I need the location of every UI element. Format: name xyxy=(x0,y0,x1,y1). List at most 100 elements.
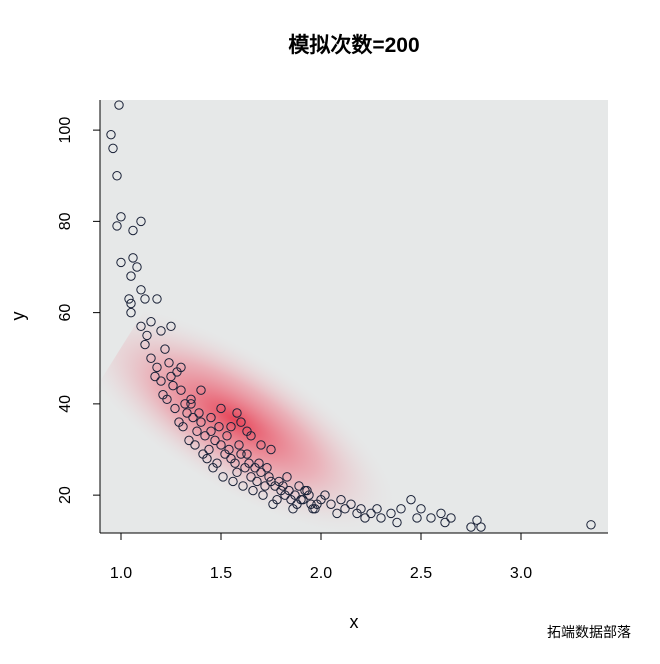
point xyxy=(416,504,426,514)
point xyxy=(304,490,314,500)
y-tick-label: 40 xyxy=(57,395,74,413)
point xyxy=(294,481,304,491)
y-tick-label: 20 xyxy=(57,486,74,504)
point xyxy=(152,294,162,304)
point xyxy=(242,426,252,436)
point xyxy=(228,476,238,487)
point xyxy=(190,440,200,450)
point xyxy=(116,257,126,268)
point xyxy=(586,520,596,530)
point xyxy=(222,431,232,441)
point xyxy=(476,522,486,532)
point xyxy=(136,321,146,332)
point xyxy=(146,317,156,327)
point xyxy=(440,517,450,528)
point xyxy=(396,504,406,514)
point xyxy=(264,472,274,482)
point xyxy=(266,444,276,455)
point xyxy=(180,399,190,409)
point xyxy=(204,444,214,455)
point xyxy=(166,371,176,382)
point xyxy=(214,421,224,432)
x-axis-label: x xyxy=(350,612,359,632)
point xyxy=(176,362,186,373)
point xyxy=(126,298,136,309)
point xyxy=(186,394,196,405)
point xyxy=(262,463,272,473)
point xyxy=(236,449,246,459)
y-tick-label: 100 xyxy=(57,117,74,144)
point xyxy=(340,504,350,514)
point xyxy=(112,171,122,181)
point xyxy=(136,216,146,227)
density-field xyxy=(69,303,401,537)
point xyxy=(206,426,216,436)
points xyxy=(106,100,596,532)
point xyxy=(466,522,476,532)
point xyxy=(436,508,446,519)
y-tick-label: 60 xyxy=(57,304,74,322)
point xyxy=(248,485,258,496)
point xyxy=(392,517,402,528)
chart-title: 模拟次数=200 xyxy=(288,33,419,57)
point xyxy=(150,371,160,382)
point xyxy=(260,481,270,491)
point xyxy=(128,253,138,263)
point xyxy=(298,494,308,505)
x-tick-label: 3.0 xyxy=(510,565,532,582)
point xyxy=(194,408,204,418)
point xyxy=(206,412,216,423)
point xyxy=(426,513,436,523)
point xyxy=(140,339,150,350)
point xyxy=(238,481,248,491)
point xyxy=(326,499,336,509)
point xyxy=(244,458,254,468)
y-tick-label: 80 xyxy=(57,212,74,230)
x-tick-label: 2.0 xyxy=(310,565,332,582)
point xyxy=(332,508,342,519)
point xyxy=(356,504,366,514)
point xyxy=(106,129,116,140)
point xyxy=(288,504,298,514)
point xyxy=(152,362,162,373)
point xyxy=(230,458,240,468)
point xyxy=(124,294,134,304)
x-tick-label: 1.0 xyxy=(110,565,132,582)
y-axis-label: y xyxy=(8,312,28,321)
point xyxy=(140,294,150,304)
point xyxy=(320,490,330,500)
point xyxy=(376,513,386,523)
point xyxy=(386,508,396,519)
point xyxy=(346,499,356,509)
point xyxy=(216,403,226,414)
point xyxy=(108,143,118,154)
point xyxy=(128,225,138,236)
point xyxy=(234,440,244,450)
point xyxy=(164,358,174,368)
point xyxy=(136,285,146,295)
point xyxy=(186,399,196,409)
point xyxy=(182,408,192,418)
point xyxy=(336,494,346,505)
point xyxy=(112,221,122,231)
point xyxy=(258,490,268,500)
point xyxy=(192,426,202,436)
point xyxy=(196,385,206,395)
point xyxy=(156,376,166,386)
point xyxy=(170,403,180,414)
density xyxy=(69,303,401,537)
x-tick-label: 2.5 xyxy=(410,565,432,582)
x-tick-label: 1.5 xyxy=(210,565,232,582)
point xyxy=(242,449,252,459)
point xyxy=(232,408,242,418)
point xyxy=(216,440,226,450)
point xyxy=(200,431,210,441)
point xyxy=(178,421,188,432)
point xyxy=(268,499,278,509)
point xyxy=(412,513,422,523)
point xyxy=(254,458,264,468)
point xyxy=(246,472,256,482)
point xyxy=(284,485,294,496)
point xyxy=(232,467,242,478)
